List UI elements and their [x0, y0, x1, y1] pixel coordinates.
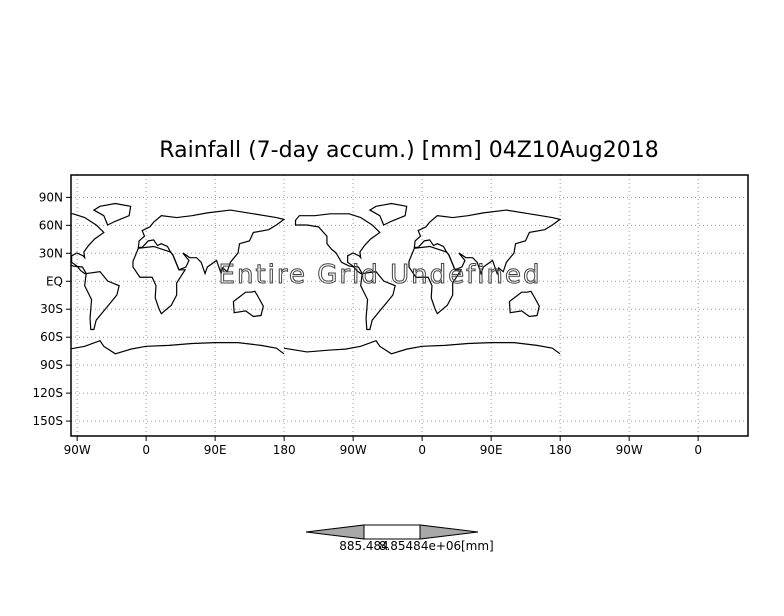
y-tick-label: 120S [32, 386, 63, 400]
y-tick-label: 90N [39, 190, 63, 204]
colorbar-high [419, 524, 479, 540]
plot-frame [70, 174, 749, 437]
colorbar-label: 8.85484e+06 [379, 539, 461, 553]
y-tick-label: EQ [46, 274, 63, 288]
x-tick-label: 0 [694, 443, 702, 457]
colorbar-box [363, 524, 421, 540]
x-tick-label: 90E [480, 443, 503, 457]
x-tick-label: 90E [204, 443, 227, 457]
x-tick-label: 90W [64, 443, 91, 457]
y-tick-label: 60N [39, 218, 63, 232]
chart-title: Rainfall (7-day accum.) [mm] 04Z10Aug201… [159, 138, 658, 163]
colorbar-label: 885.484 [339, 539, 389, 553]
x-tick-label: 180 [549, 443, 572, 457]
y-tick-label: 30S [40, 302, 63, 316]
grid [71, 175, 748, 436]
annotation: Entire Grid Undefined [219, 260, 542, 290]
x-tick-label: 0 [142, 443, 150, 457]
x-tick-label: 180 [273, 443, 296, 457]
y-tick-label: 90S [40, 358, 63, 372]
y-tick-label: 60S [40, 330, 63, 344]
y-tick-label: 30N [39, 246, 63, 260]
x-tick-label: 0 [418, 443, 426, 457]
colorbar-unit: [mm] [461, 539, 494, 553]
x-tick-label: 90W [616, 443, 643, 457]
colorbar: 885.484 8.85484e+06 [mm] [305, 524, 494, 553]
x-tick-label: 90W [340, 443, 367, 457]
y-tick-label: 150S [32, 414, 63, 428]
colorbar-low [305, 524, 365, 540]
